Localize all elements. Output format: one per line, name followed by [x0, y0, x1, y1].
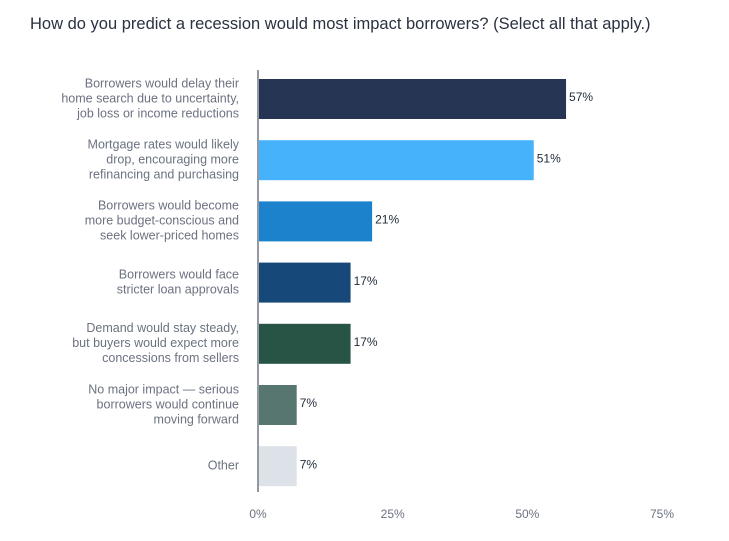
x-tick-label: 75%: [650, 507, 674, 521]
category-label: Mortgage rates would likely drop, encoura…: [88, 137, 240, 181]
category-label-line: Borrowers would become: [98, 199, 239, 213]
value-label: 7%: [300, 396, 318, 410]
value-label: 51%: [537, 151, 561, 165]
category-label-line: home search due to uncertainty,: [61, 91, 239, 105]
x-tick-label: 0%: [249, 507, 267, 521]
category-label-line: but buyers would expect more: [72, 336, 239, 350]
chart-title: How do you predict a recession would mos…: [30, 15, 651, 33]
category-label-line: seek lower-priced homes: [100, 229, 239, 243]
category-label-line: job loss or income reductions: [76, 106, 239, 120]
category-label: Borrowers would face stricter loan approv…: [117, 267, 239, 296]
category-label-line: refinancing and purchasing: [89, 167, 239, 181]
value-label: 7%: [300, 457, 318, 471]
value-label: 17%: [354, 335, 378, 349]
x-tick-label: 25%: [381, 507, 405, 521]
category-label-line: moving forward: [154, 412, 239, 426]
category-label-line: drop, encouraging more: [106, 152, 239, 166]
category-label: Borrowers would delay their home search d…: [61, 76, 239, 120]
bar: [259, 140, 534, 181]
x-tick-label: 50%: [515, 507, 539, 521]
category-label: Borrowers would become more budget-consci…: [85, 199, 239, 243]
bar: [259, 323, 351, 364]
category-label-line: Borrowers would face: [119, 267, 239, 281]
category-label-line: Demand would stay steady,: [86, 321, 239, 335]
category-label-line: stricter loan approvals: [117, 282, 239, 296]
category-label-line: Borrowers would delay their: [85, 76, 239, 90]
bar: [259, 385, 297, 425]
bar: [259, 201, 373, 242]
category-label: No major impact — serious borrowers would…: [88, 382, 239, 426]
category-label: Other: [208, 458, 239, 472]
category-label: Demand would stay steady, but buyers woul…: [72, 321, 239, 365]
value-label: 17%: [354, 274, 378, 288]
category-label-line: Mortgage rates would likely: [88, 137, 240, 151]
bar: [259, 79, 567, 119]
category-label-line: No major impact — serious: [88, 382, 239, 396]
value-label: 57%: [569, 90, 593, 104]
bar: [259, 262, 351, 303]
category-label-line: more budget-conscious and: [85, 214, 239, 228]
category-label-line: concessions from sellers: [102, 351, 239, 365]
bar: [259, 446, 297, 487]
value-label: 21%: [375, 213, 399, 227]
category-label-line: Other: [208, 458, 239, 472]
category-label-line: borrowers would continue: [97, 397, 239, 411]
